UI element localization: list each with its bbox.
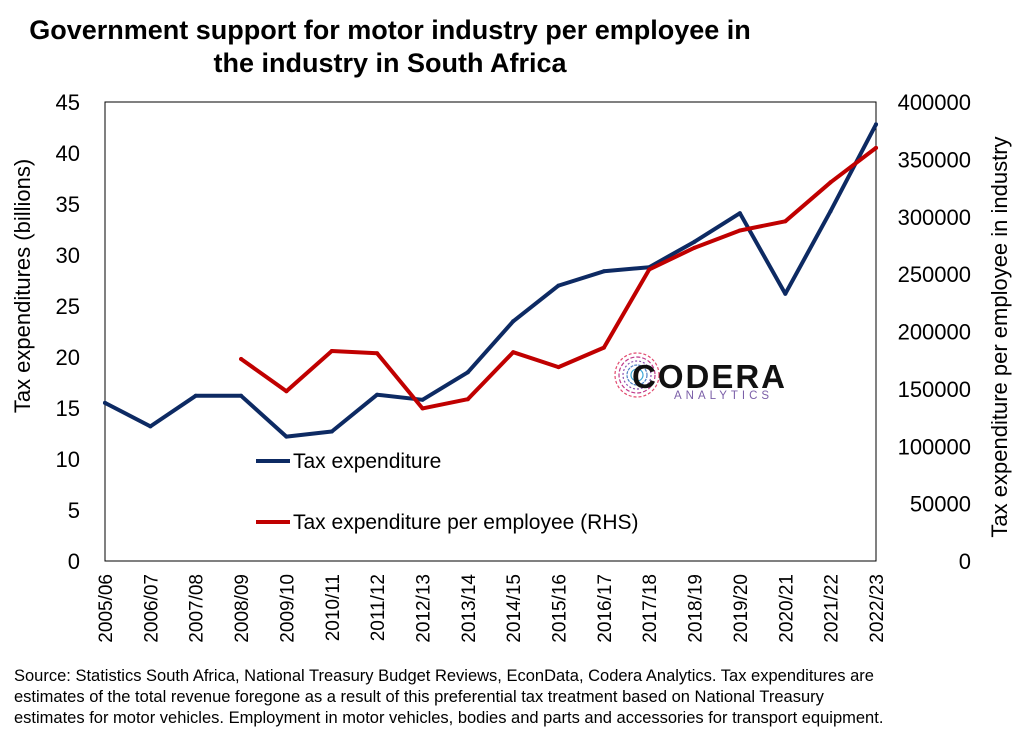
left-axis-label: Tax expenditures (billions) (10, 159, 35, 413)
logo-subtitle: ANALYTICS (674, 390, 774, 402)
data-point-tax-expenditure (783, 291, 788, 296)
left-tick-label: 0 (68, 549, 80, 574)
left-tick-label: 35 (56, 192, 80, 217)
right-tick-label: 200000 (898, 320, 971, 345)
right-tick-label: 100000 (898, 434, 971, 459)
data-point-tax-expenditure (329, 429, 334, 434)
x-tick-label: 2007/08 (187, 574, 208, 643)
data-point-tax-expenditure (465, 370, 470, 375)
left-axis-ticks: 0 5 10 15 20 25 30 35 40 45 (56, 90, 80, 574)
legend-label-tax-expenditure-per-employee: Tax expenditure per employee (RHS) (293, 511, 639, 534)
data-point-tax-expenditure-per-employee (420, 406, 425, 411)
right-axis-ticks: 0 50000 100000 150000 200000 250000 300000 3500… (898, 90, 971, 574)
right-tick-label: 0 (959, 549, 971, 574)
chart-title: Government support for motor industry pe… (0, 14, 780, 80)
right-tick-label: 350000 (898, 147, 971, 172)
data-point-tax-expenditure (601, 269, 606, 274)
x-tick-label: 2006/07 (141, 574, 162, 643)
x-tick-label: 2021/22 (822, 574, 843, 643)
plot-area (104, 101, 877, 562)
data-point-tax-expenditure (193, 393, 198, 398)
fingerprint-icon (614, 352, 660, 398)
source-note-line-2: estimates of the total revenue foregone … (14, 688, 824, 706)
right-tick-label: 50000 (910, 492, 971, 517)
x-tick-label: 2019/20 (731, 574, 752, 643)
data-point-tax-expenditure (239, 393, 244, 398)
data-point-tax-expenditure-per-employee (874, 145, 878, 150)
data-point-tax-expenditure-per-employee (737, 228, 742, 233)
data-point-tax-expenditure-per-employee (239, 357, 244, 361)
data-point-tax-expenditure (556, 283, 561, 288)
x-tick-label: 2014/15 (504, 574, 525, 643)
x-tick-label: 2009/10 (277, 574, 298, 643)
data-point-tax-expenditure (375, 392, 380, 397)
legend: Tax expenditure Tax expenditure per empl… (256, 450, 639, 534)
x-tick-label: 2013/14 (459, 574, 480, 643)
data-point-tax-expenditure-per-employee (375, 351, 380, 356)
x-tick-label: 2010/11 (323, 574, 344, 641)
data-point-tax-expenditure (420, 397, 425, 402)
right-tick-label: 150000 (898, 377, 971, 402)
data-point-tax-expenditure-per-employee (329, 349, 334, 353)
x-tick-label: 2008/09 (232, 574, 253, 643)
x-tick-label: 2018/19 (686, 574, 707, 643)
data-point-tax-expenditure (284, 434, 289, 439)
logo-wordmark: CODERA (632, 358, 788, 395)
data-point-tax-expenditure (737, 211, 742, 216)
left-tick-label: 45 (56, 90, 80, 115)
x-tick-label: 2005/06 (96, 574, 117, 643)
data-point-tax-expenditure (148, 424, 153, 429)
left-tick-label: 10 (56, 447, 80, 472)
source-note-line-1: Source: Statistics South Africa, Nationa… (14, 667, 874, 685)
left-tick-label: 20 (56, 345, 80, 370)
x-tick-label: 2022/23 (867, 574, 888, 643)
x-tick-label: 2020/21 (776, 574, 797, 643)
data-point-tax-expenditure-per-employee (692, 245, 697, 250)
x-tick-label: 2016/17 (595, 574, 616, 643)
x-axis-tick-labels: 2005/06 2006/07 2007/08 2008/09 2009/10 2010/… (96, 574, 888, 643)
right-tick-label: 400000 (898, 90, 971, 115)
data-point-tax-expenditure (874, 122, 878, 127)
left-tick-label: 15 (56, 396, 80, 421)
right-tick-label: 250000 (898, 262, 971, 287)
data-point-tax-expenditure (103, 400, 107, 405)
data-point-tax-expenditure-per-employee (647, 267, 652, 272)
right-tick-label: 300000 (898, 205, 971, 230)
chart-title-line-2: the industry in South Africa (213, 48, 567, 78)
series-line-tax-expenditure (103, 122, 878, 439)
chart-title-line-1: Government support for motor industry pe… (29, 15, 751, 45)
data-point-tax-expenditure-per-employee (284, 389, 289, 394)
series-layer (103, 122, 878, 439)
data-point-tax-expenditure-per-employee (556, 365, 561, 370)
data-point-tax-expenditure (828, 209, 833, 214)
x-tick-label: 2012/13 (413, 574, 434, 643)
left-tick-label: 30 (56, 243, 80, 268)
left-tick-label: 40 (56, 141, 80, 166)
source-note-line-3: estimates for motor vehicles. Employment… (14, 709, 884, 727)
source-note: Source: Statistics South Africa, Nationa… (14, 666, 1014, 729)
data-point-tax-expenditure-per-employee (465, 397, 470, 402)
data-point-tax-expenditure (692, 239, 697, 244)
legend-label-tax-expenditure: Tax expenditure (293, 450, 441, 473)
x-tick-label: 2011/12 (368, 574, 389, 641)
x-tick-label: 2017/18 (640, 574, 661, 643)
left-tick-label: 5 (68, 498, 80, 523)
data-point-tax-expenditure (511, 319, 516, 324)
data-point-tax-expenditure-per-employee (511, 350, 516, 355)
data-point-tax-expenditure-per-employee (783, 219, 788, 224)
x-tick-label: 2015/16 (550, 574, 571, 643)
data-point-tax-expenditure-per-employee (601, 345, 606, 350)
right-axis-label: Tax expenditure per employee in industry (987, 136, 1012, 537)
codera-analytics-logo: CODERA ANALYTICS (612, 344, 812, 406)
line-chart: 0 5 10 15 20 25 30 35 40 45 0 50000 100000 150000 200… (10, 90, 1012, 643)
left-tick-label: 25 (56, 294, 80, 319)
data-point-tax-expenditure-per-employee (828, 180, 833, 185)
